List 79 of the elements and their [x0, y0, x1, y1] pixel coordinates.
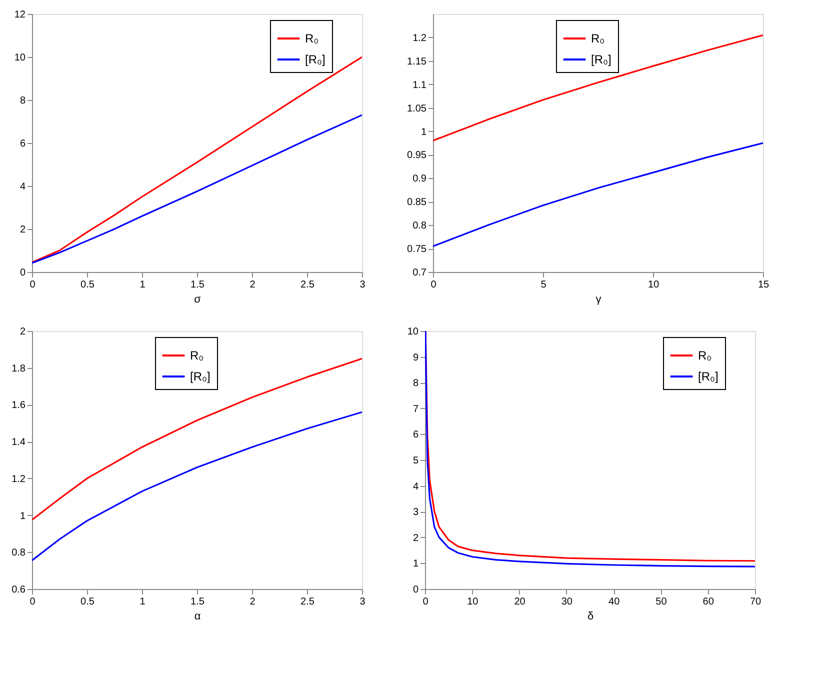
x-tick-label: 1.5 — [190, 596, 205, 608]
legend-label: R₀ — [591, 32, 605, 46]
y-tick-label: 0.8 — [12, 548, 26, 559]
x-tick-label: 2 — [250, 280, 256, 290]
line-series — [433, 34, 763, 142]
y-tick-label: 1.2 — [412, 32, 427, 44]
x-tick-label: 15 — [758, 280, 770, 290]
x-axis-title: δ — [587, 610, 594, 622]
y-tick-label: 6 — [412, 430, 419, 441]
x-tick-label: 3 — [360, 596, 366, 608]
y-tick-label: 0.85 — [407, 197, 427, 208]
line-series — [32, 114, 362, 264]
y-tick-label: 2 — [20, 326, 26, 338]
legend-label: R₀ — [190, 348, 204, 362]
x-tick-label: 70 — [750, 596, 762, 608]
y-tick-label: 10 — [14, 52, 26, 64]
x-axis-title: σ — [194, 294, 202, 306]
y-tick-label: 8 — [20, 96, 26, 106]
y-tick-label: 0 — [412, 584, 419, 596]
x-tick-label: 0.5 — [80, 596, 95, 608]
x-tick-label: 2 — [250, 596, 256, 608]
y-tick-label: 1 — [412, 558, 419, 570]
x-tick-label: 50 — [656, 596, 668, 608]
y-tick-label: 1.6 — [12, 400, 26, 412]
y-tick-label: 1.1 — [412, 80, 427, 91]
x-tick-label: 10 — [467, 596, 479, 608]
x-tick-label: 0 — [30, 280, 36, 290]
y-tick-label: 0.8 — [412, 220, 427, 232]
x-tick-label: 5 — [540, 280, 547, 290]
line-series — [32, 411, 362, 562]
y-tick-label: 8 — [412, 378, 419, 390]
x-tick-label: 0 — [30, 596, 36, 608]
y-tick-label: 7 — [412, 404, 419, 415]
legend-label: [R₀] — [698, 370, 718, 384]
y-tick-label: 1.8 — [12, 363, 26, 374]
line-series — [32, 56, 362, 264]
x-axis-title: α — [194, 610, 202, 622]
x-tick-label: 30 — [561, 596, 573, 608]
y-tick-label: 1.2 — [12, 474, 26, 485]
y-tick-label: 2 — [20, 224, 26, 236]
x-tick-label: 3 — [360, 280, 366, 290]
x-tick-label: 0.5 — [80, 280, 95, 290]
y-tick-label: 1 — [420, 126, 427, 138]
x-tick-label: 20 — [514, 596, 526, 608]
y-tick-label: 0 — [20, 268, 26, 278]
x-tick-label: 1 — [140, 280, 146, 290]
y-tick-label: 0.9 — [412, 174, 427, 185]
y-tick-label: 5 — [412, 456, 419, 466]
y-tick-label: 1.05 — [407, 103, 427, 114]
legend-label: [R₀] — [190, 370, 210, 384]
y-tick-label: 1.15 — [407, 56, 427, 68]
y-tick-label: 3 — [412, 507, 419, 518]
y-tick-label: 0.7 — [412, 268, 427, 278]
y-tick-label: 10 — [407, 326, 419, 338]
x-tick-label: 10 — [648, 280, 660, 290]
legend-label: [R₀] — [591, 52, 612, 66]
x-tick-label: 0 — [430, 280, 437, 290]
x-tick-label: 1 — [140, 596, 146, 608]
x-tick-label: 2.5 — [300, 596, 315, 608]
x-tick-label: 1.5 — [190, 280, 205, 290]
y-tick-label: 0.95 — [407, 150, 427, 162]
y-tick-label: 6 — [20, 138, 26, 150]
x-axis-title: γ — [596, 294, 602, 306]
y-tick-label: 12 — [14, 10, 26, 20]
y-tick-label: 0.6 — [12, 584, 26, 596]
legend-label: R₀ — [698, 348, 712, 362]
y-tick-label: 1 — [20, 510, 26, 522]
x-tick-label: 2.5 — [300, 280, 315, 290]
x-tick-label: 40 — [608, 596, 620, 608]
y-tick-label: 4 — [412, 481, 419, 492]
line-series — [433, 142, 763, 247]
y-tick-label: 9 — [412, 352, 419, 364]
y-tick-label: 4 — [20, 182, 26, 192]
x-tick-label: 60 — [702, 596, 714, 608]
legend-label: R₀ — [305, 32, 319, 46]
y-tick-label: 0.75 — [407, 244, 427, 256]
legend-label: [R₀] — [305, 52, 326, 66]
y-tick-label: 2 — [412, 532, 419, 544]
y-tick-label: 1.4 — [12, 437, 26, 448]
